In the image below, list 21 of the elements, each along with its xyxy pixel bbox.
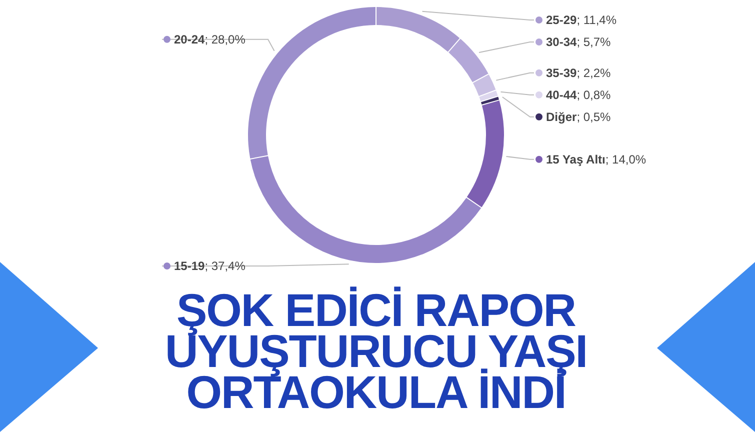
donut-slice — [479, 90, 498, 102]
data-label: ; 0,8% — [576, 88, 612, 102]
donut-slice — [480, 96, 499, 104]
data-label: ; 2,2% — [576, 66, 612, 80]
legend-label: 40-44 — [546, 88, 578, 102]
data-label: ; 11,4% — [576, 13, 617, 27]
legend-label: 30-34 — [546, 35, 578, 49]
legend-label: 20-24 — [174, 32, 206, 46]
legend-label: 15 Yaş Altı — [546, 152, 606, 166]
legend-label: Diğer — [546, 110, 578, 124]
data-label: ; 28,0% — [204, 32, 246, 46]
legend-label: 35-39 — [546, 66, 578, 80]
data-label: ; 5,7% — [576, 35, 612, 49]
legend-label: 15-19 — [174, 259, 206, 273]
text: ŞOK EDİCİ RAPOR UYUŞTURUCU YAŞI ORTAOKULA İNDİ — [164, 284, 588, 418]
data-label: ; 14,0% — [605, 152, 646, 166]
donut-slice — [466, 100, 504, 208]
donut-slice — [472, 74, 496, 96]
legend-label: 25-29 — [546, 13, 578, 27]
data-label: ; 0,5% — [576, 110, 612, 124]
data-label: ; 37,4% — [204, 259, 246, 273]
